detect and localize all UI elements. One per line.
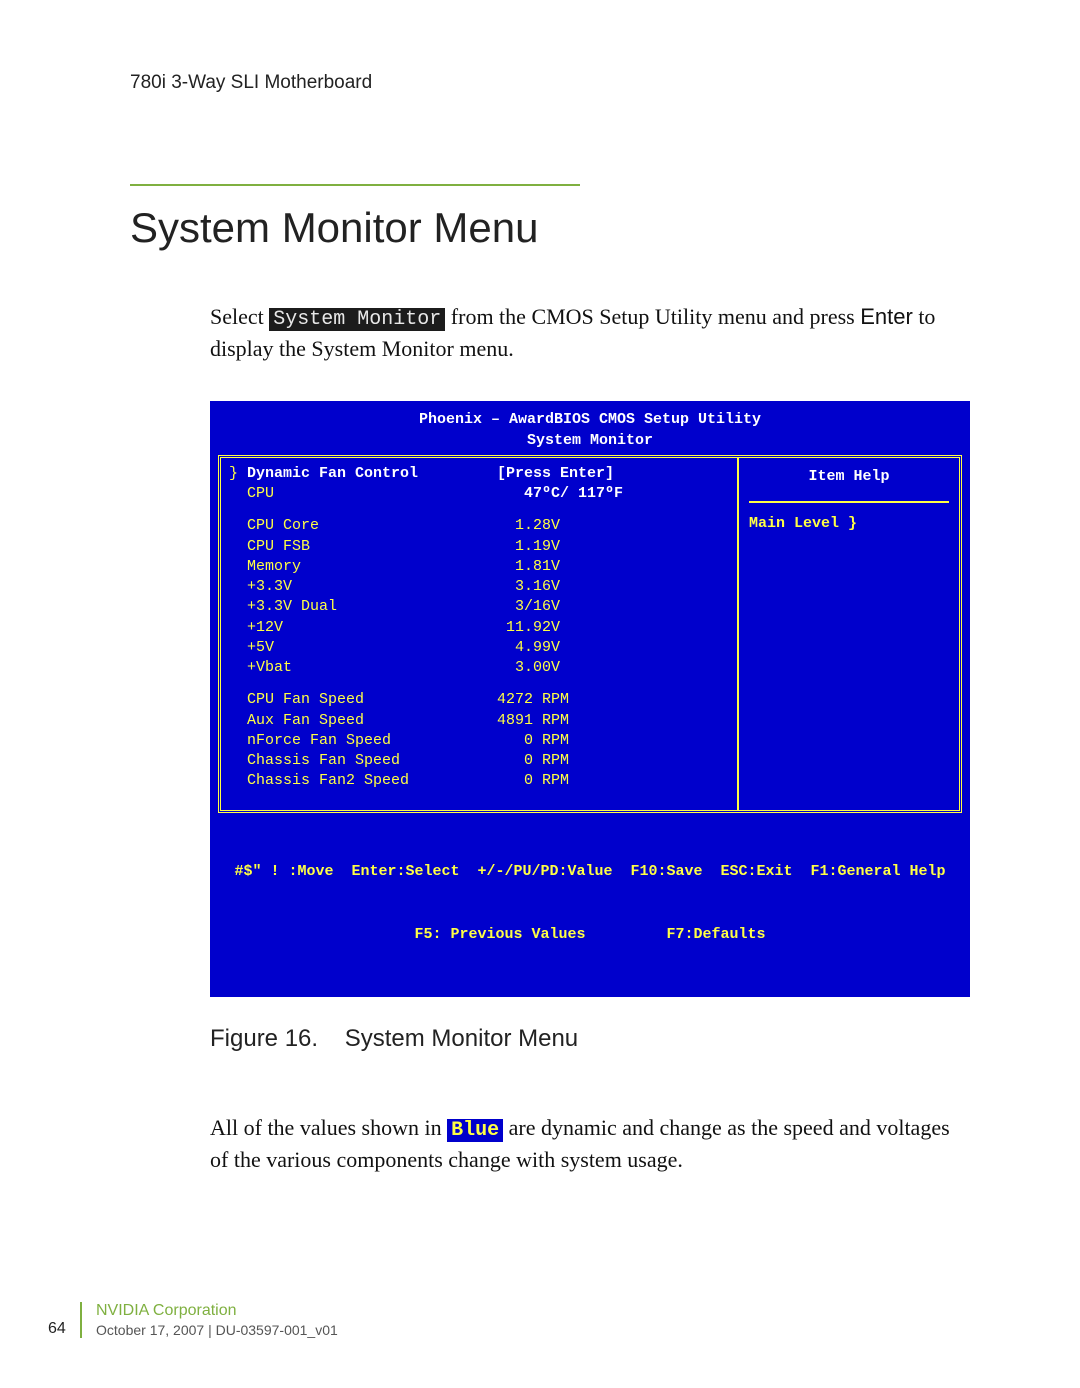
enter-key-text: Enter xyxy=(860,304,913,329)
bios-value: 0 RPM xyxy=(497,731,729,751)
bios-header-line2: System Monitor xyxy=(218,430,962,451)
bios-label: Chassis Fan Speed xyxy=(247,751,497,771)
bios-footer-line1: #$" ! :Move Enter:Select +/-/PU/PD:Value… xyxy=(218,861,962,882)
section-title: System Monitor Menu xyxy=(130,204,970,252)
bios-row: CPU Fan Speed4272 RPM xyxy=(229,690,729,710)
intro-text-mid: from the CMOS Setup Utility menu and pre… xyxy=(445,304,860,329)
bios-row-dynamic-fan: } Dynamic Fan Control[Press Enter] xyxy=(229,464,729,484)
item-help-heading: Item Help xyxy=(749,464,949,501)
bios-row: Aux Fan Speed4891 RPM xyxy=(229,711,729,731)
bios-label: CPU xyxy=(247,484,497,504)
bios-row: +5V 4.99V xyxy=(229,638,729,658)
bios-value: 0 RPM xyxy=(497,771,729,791)
bios-row: +12V 11.92V xyxy=(229,618,729,638)
bios-label: +3.3V xyxy=(247,577,497,597)
bios-row: CPU Core 1.28V xyxy=(229,516,729,536)
page-header: 780i 3-Way SLI Motherboard xyxy=(130,72,970,94)
bios-row-cpu-temp: CPU 47ºC/ 117ºF xyxy=(229,484,729,504)
bios-label: CPU FSB xyxy=(247,537,497,557)
bios-value: 1.81V xyxy=(497,557,729,577)
bios-label: Memory xyxy=(247,557,497,577)
bios-label: nForce Fan Speed xyxy=(247,731,497,751)
bios-row: Chassis Fan Speed 0 RPM xyxy=(229,751,729,771)
note-paragraph: All of the values shown in Blue are dyna… xyxy=(210,1113,970,1176)
bios-header: Phoenix – AwardBIOS CMOS Setup Utility S… xyxy=(218,409,962,455)
bios-value: 4891 RPM xyxy=(497,711,729,731)
footer-corp: NVIDIA Corporation xyxy=(96,1302,338,1320)
bios-row: nForce Fan Speed 0 RPM xyxy=(229,731,729,751)
page-footer: 64 NVIDIA Corporation October 17, 2007 |… xyxy=(80,1302,338,1338)
bios-footer-line2: F5: Previous Values F7:Defaults xyxy=(218,924,962,945)
bios-label: Chassis Fan2 Speed xyxy=(247,771,497,791)
bios-value: 3/16V xyxy=(497,597,729,617)
figure-caption: Figure 16. System Monitor Menu xyxy=(210,1025,970,1053)
footer-date: October 17, 2007 | DU-03597-001_v01 xyxy=(96,1322,338,1338)
bios-footer: #$" ! :Move Enter:Select +/-/PU/PD:Value… xyxy=(218,813,962,989)
bios-value: 3.00V xyxy=(497,658,729,678)
intro-paragraph: Select System Monitor from the CMOS Setu… xyxy=(210,302,970,365)
blue-code: Blue xyxy=(447,1119,503,1142)
bios-left-panel: } Dynamic Fan Control[Press Enter] CPU 4… xyxy=(221,458,739,810)
bios-right-panel: Item Help Main Level } xyxy=(739,458,959,810)
bios-value: 4272 RPM xyxy=(497,690,729,710)
bios-main-frame: } Dynamic Fan Control[Press Enter] CPU 4… xyxy=(218,455,962,813)
page-number: 64 xyxy=(48,1320,66,1338)
bios-value: 4.99V xyxy=(497,638,729,658)
bios-value: [Press Enter] xyxy=(497,464,729,484)
bios-label: +Vbat xyxy=(247,658,497,678)
bios-value: 0 RPM xyxy=(497,751,729,771)
bios-value: 1.19V xyxy=(497,537,729,557)
bios-row: +Vbat 3.00V xyxy=(229,658,729,678)
bios-header-line1: Phoenix – AwardBIOS CMOS Setup Utility xyxy=(218,409,962,430)
intro-text-pre: Select xyxy=(210,304,269,329)
bios-row: Memory 1.81V xyxy=(229,557,729,577)
bios-label: Dynamic Fan Control xyxy=(247,464,497,484)
bios-row: +3.3V Dual 3/16V xyxy=(229,597,729,617)
bios-label: CPU Core xyxy=(247,516,497,536)
bios-value: 1.28V xyxy=(497,516,729,536)
bios-label: CPU Fan Speed xyxy=(247,690,497,710)
figure-number: Figure 16. xyxy=(210,1025,318,1052)
figure-title: System Monitor Menu xyxy=(345,1025,578,1052)
bios-row: +3.3V 3.16V xyxy=(229,577,729,597)
main-level-text: Main Level } xyxy=(749,515,857,532)
bios-value: 47ºC/ 117ºF xyxy=(497,484,729,504)
bios-label: +5V xyxy=(247,638,497,658)
main-level-row: Main Level } xyxy=(749,501,949,532)
bios-value: 3.16V xyxy=(497,577,729,597)
bios-value: 11.92V xyxy=(497,618,729,638)
note-pre: All of the values shown in xyxy=(210,1115,447,1140)
cursor-icon: } xyxy=(229,464,238,484)
bios-row: CPU FSB 1.19V xyxy=(229,537,729,557)
bios-screenshot: Phoenix – AwardBIOS CMOS Setup Utility S… xyxy=(210,401,970,997)
bios-label: Aux Fan Speed xyxy=(247,711,497,731)
bios-label: +12V xyxy=(247,618,497,638)
system-monitor-code: System Monitor xyxy=(269,308,445,331)
section-divider xyxy=(130,184,580,186)
bios-row: Chassis Fan2 Speed 0 RPM xyxy=(229,771,729,791)
bios-label: +3.3V Dual xyxy=(247,597,497,617)
